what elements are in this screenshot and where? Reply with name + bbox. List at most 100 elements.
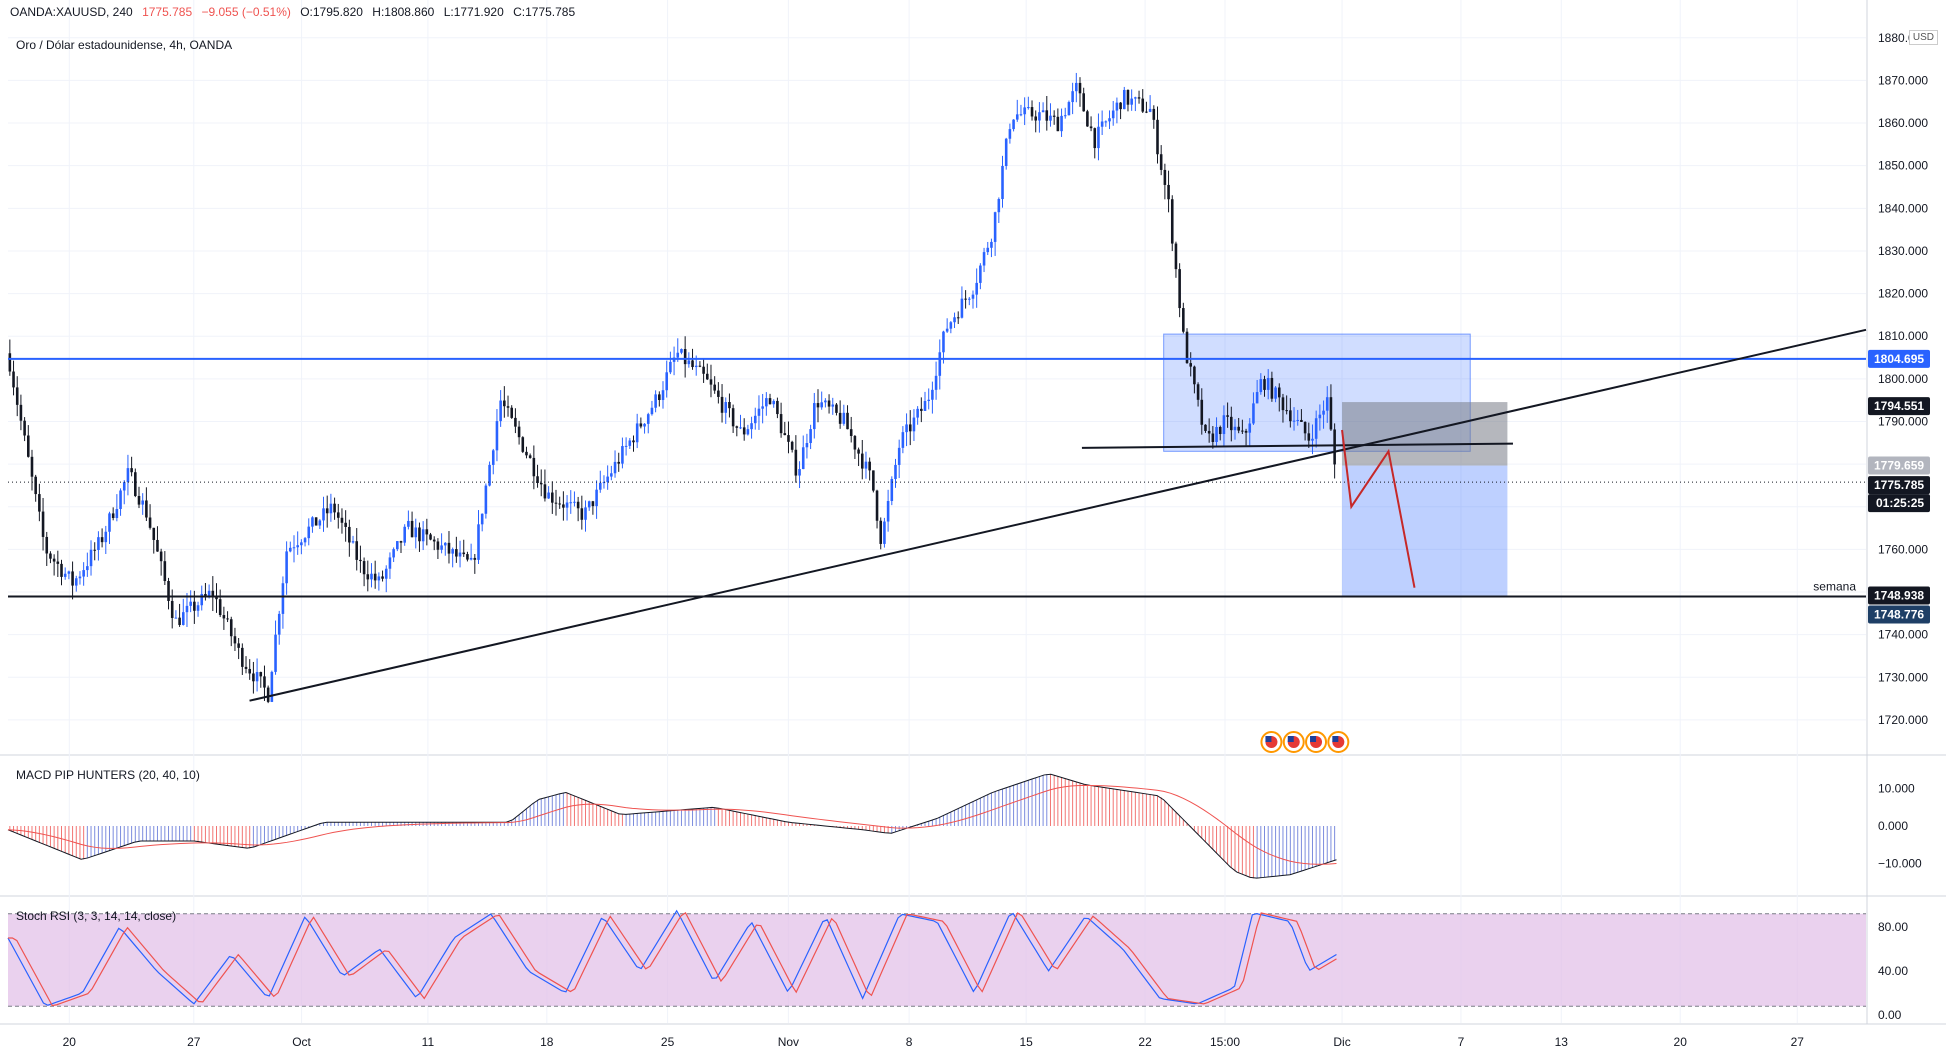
candle: [27, 425, 30, 458]
candle: [130, 456, 133, 477]
candle: [159, 548, 163, 576]
candle: [1170, 195, 1174, 252]
candle: [407, 510, 410, 530]
candle: [134, 468, 137, 498]
price-tick: 1830.000: [1878, 244, 1928, 258]
macd-tick: 10.000: [1878, 782, 1915, 796]
stoch-label[interactable]: Stoch RSI (3, 3, 14, 14, close): [16, 909, 177, 923]
candle: [78, 571, 82, 585]
price-tick: 1840.000: [1878, 201, 1928, 215]
candle: [912, 409, 916, 441]
candle: [336, 503, 340, 529]
candle: [1023, 97, 1026, 126]
candle: [595, 480, 598, 519]
candle: [399, 540, 403, 553]
candle: [119, 488, 122, 516]
time-tick: 20: [1674, 1035, 1688, 1049]
candle: [12, 360, 15, 396]
candle: [1086, 109, 1089, 127]
candle: [635, 413, 639, 449]
candle: [794, 435, 798, 483]
candle: [38, 483, 41, 522]
candle: [968, 296, 971, 306]
candle: [975, 268, 978, 308]
stoch-k-line: [7, 909, 1337, 1006]
candle: [713, 376, 716, 394]
candle: [1071, 82, 1074, 115]
candle: [602, 475, 606, 489]
neckline: [1081, 442, 1513, 449]
candle: [266, 685, 270, 704]
candle: [816, 389, 820, 423]
candle: [148, 504, 152, 530]
time-tick: Oct: [292, 1035, 311, 1049]
candle: [1159, 145, 1163, 176]
candle: [1126, 89, 1130, 112]
candle: [41, 497, 45, 551]
candle: [388, 552, 392, 579]
candle: [289, 541, 292, 553]
candle: [680, 348, 683, 355]
currency-badge[interactable]: USD: [1908, 30, 1938, 45]
candle: [67, 570, 71, 580]
countdown-tag: 01:25:25: [1868, 494, 1930, 513]
candle: [1056, 108, 1060, 132]
candle: [813, 392, 816, 439]
candle: [886, 489, 890, 532]
candle: [1218, 425, 1222, 441]
candle: [1248, 418, 1252, 446]
candle: [451, 547, 454, 568]
candle: [381, 570, 384, 582]
candle: [329, 493, 333, 522]
candle: [281, 576, 285, 629]
time-tick: 20: [63, 1035, 77, 1049]
candle: [805, 433, 809, 459]
candle: [757, 395, 761, 430]
symbol-label[interactable]: OANDA:XAUUSD, 240: [10, 5, 133, 19]
candle: [1052, 110, 1056, 125]
candle: [820, 391, 823, 410]
candle: [104, 525, 108, 555]
candle: [1030, 100, 1034, 121]
candle: [274, 620, 277, 675]
candle: [229, 616, 233, 647]
candle: [702, 359, 705, 383]
candle: [613, 450, 617, 478]
candle: [525, 446, 528, 459]
svg-text:1775.785: 1775.785: [1874, 478, 1924, 492]
candle: [1266, 369, 1270, 400]
candle: [377, 572, 381, 591]
candle: [746, 424, 750, 436]
candle: [750, 416, 753, 439]
candle: [211, 576, 215, 612]
candle: [765, 392, 768, 416]
macd-label[interactable]: MACD PIP HUNTERS (20, 40, 10): [16, 768, 200, 782]
candle: [1082, 87, 1085, 112]
time-axis[interactable]: 20 27 Oct 11 18 25 Nov 8 15 22 15:00 Dic 7 13 20 27: [63, 1035, 1805, 1049]
projection-path: [1341, 429, 1416, 588]
candle: [927, 388, 930, 410]
time-tick: 25: [661, 1035, 675, 1049]
candle: [1226, 402, 1229, 428]
candle: [1111, 100, 1115, 126]
candle: [1274, 386, 1277, 403]
candle: [735, 425, 739, 437]
candle: [1027, 96, 1030, 110]
candle: [591, 500, 595, 515]
candle: [1244, 428, 1248, 446]
candle: [1252, 392, 1255, 425]
flag-icon: [1305, 731, 1328, 753]
candle: [93, 542, 97, 561]
event-icons[interactable]: [1260, 731, 1350, 753]
candle: [528, 453, 532, 459]
candle: [1089, 116, 1093, 132]
candle: [687, 352, 691, 368]
trendline: [249, 328, 1867, 702]
candle: [167, 577, 170, 610]
candle: [761, 393, 764, 424]
candle: [838, 400, 842, 429]
candle: [473, 554, 477, 574]
time-tick: 22: [1138, 1035, 1152, 1049]
svg-text:1779.659: 1779.659: [1874, 459, 1924, 473]
